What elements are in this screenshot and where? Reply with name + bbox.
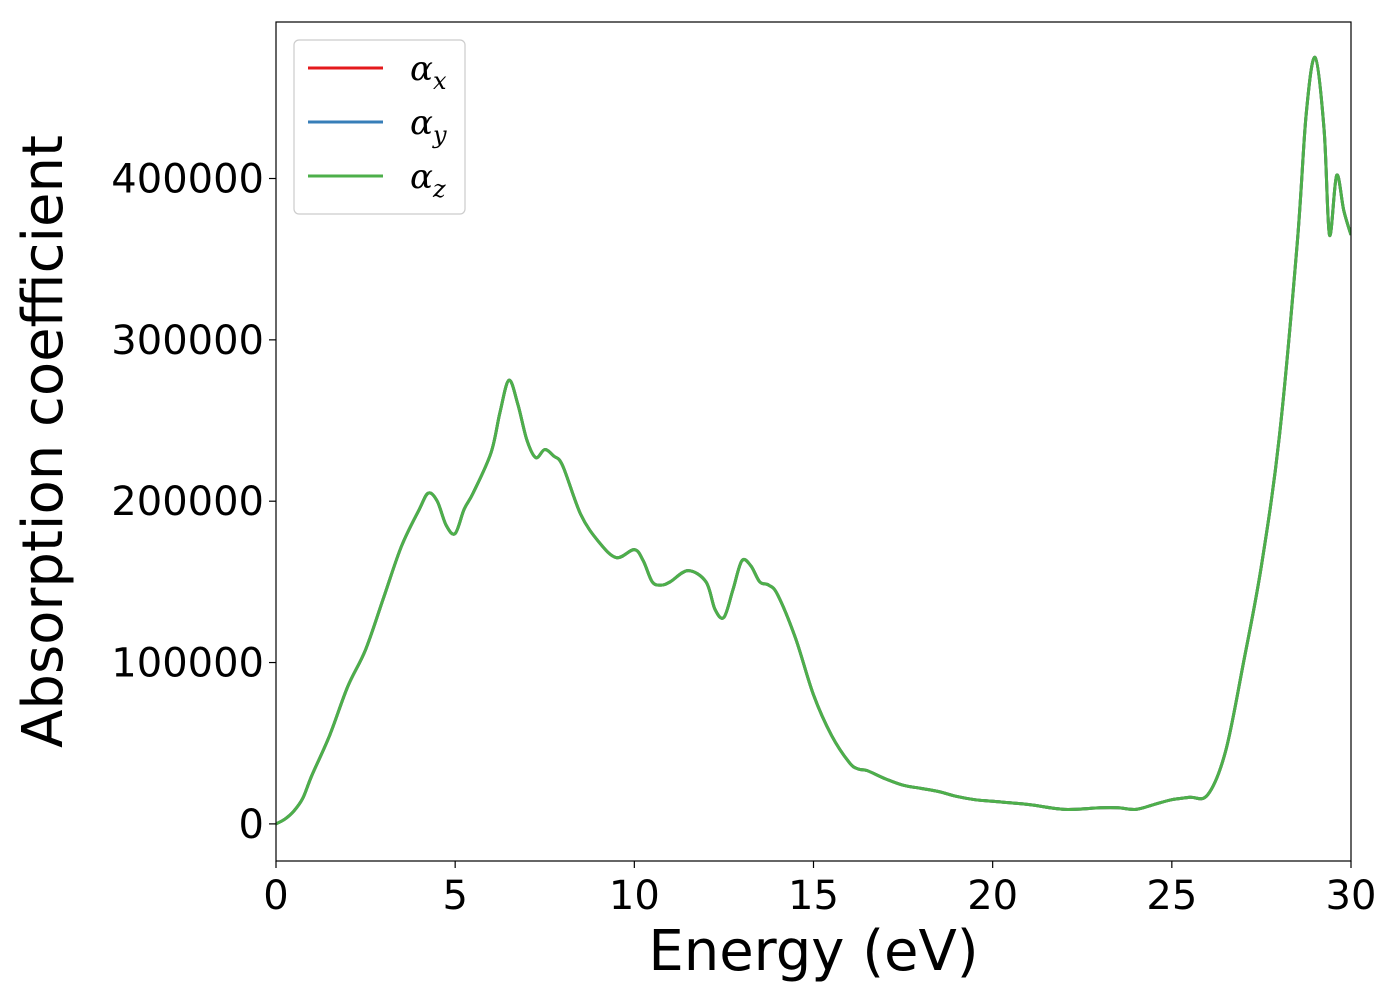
y-tick-label: 0 — [239, 802, 264, 848]
legend-subscript: x — [433, 67, 447, 95]
y-tick-label: 400000 — [111, 157, 264, 203]
x-tick-label: 0 — [263, 873, 288, 919]
legend-label-x: αx — [410, 49, 447, 95]
y-axis-title: Absorption coefficient — [11, 135, 76, 748]
x-tick-label: 10 — [609, 873, 660, 919]
y-tick-label: 300000 — [111, 318, 264, 364]
y-tick-label: 100000 — [111, 641, 264, 687]
series-layer — [276, 55, 1351, 826]
legend-subscript: z — [432, 175, 446, 203]
x-tick-label: 30 — [1326, 873, 1377, 919]
x-axis: 0 5 10 15 20 25 30 — [263, 861, 1376, 919]
y-axis: 0 100000 200000 300000 400000 — [111, 157, 276, 848]
legend-symbol: α — [410, 49, 433, 89]
x-tick-label: 20 — [967, 873, 1018, 919]
series-line-z — [276, 55, 1351, 826]
legend-subscript: y — [432, 121, 447, 149]
legend-label-z: αz — [410, 157, 446, 203]
x-tick-label: 5 — [442, 873, 467, 919]
x-axis-title: Energy (eV) — [648, 919, 978, 984]
x-tick-label: 15 — [788, 873, 839, 919]
x-tick-label: 25 — [1146, 873, 1197, 919]
legend-box — [293, 39, 466, 215]
legend-symbol: α — [410, 157, 433, 197]
legend-label-y: αy — [410, 103, 447, 149]
legend-symbol: α — [410, 103, 433, 143]
y-tick-label: 200000 — [111, 479, 264, 525]
